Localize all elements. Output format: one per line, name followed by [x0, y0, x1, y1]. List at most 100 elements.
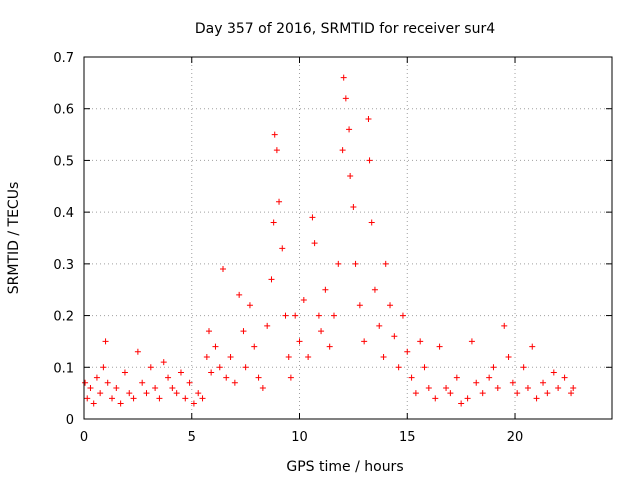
data-point: [212, 343, 219, 350]
data-point: [220, 266, 227, 273]
data-point: [251, 343, 258, 350]
data-point: [165, 374, 172, 381]
data-point: [347, 172, 354, 179]
data-point: [282, 312, 289, 319]
data-point: [425, 384, 432, 391]
data-point: [113, 384, 120, 391]
data-point: [276, 198, 283, 205]
data-point: [514, 390, 521, 397]
data-point: [365, 116, 372, 123]
data-point: [371, 286, 378, 293]
data-point: [205, 328, 212, 335]
data-point: [285, 353, 292, 360]
data-point: [292, 312, 299, 319]
tick-labels: 0 5 10 15 20 0 0.1 0.2 0.3 0.4 0.5 0.6 0.7: [53, 51, 523, 445]
data-point: [382, 260, 389, 267]
data-point: [505, 353, 512, 360]
x-tick-label: 5: [188, 430, 196, 445]
data-point: [242, 364, 249, 371]
data-point: [443, 384, 450, 391]
data-point: [173, 390, 180, 397]
x-tick-label: 20: [507, 430, 524, 445]
data-point: [121, 369, 128, 376]
data-point: [340, 74, 347, 81]
data-point: [271, 131, 278, 138]
data-point: [486, 374, 493, 381]
data-point: [296, 338, 303, 345]
data-point: [309, 214, 316, 221]
data-point: [458, 400, 465, 407]
data-point: [408, 374, 415, 381]
data-point: [82, 379, 89, 386]
data-point: [436, 343, 443, 350]
data-point: [160, 359, 167, 366]
data-point: [130, 395, 137, 402]
plot-frame: [83, 56, 613, 420]
data-point: [208, 369, 215, 376]
data-point: [143, 390, 150, 397]
data-point: [240, 328, 247, 335]
data-point: [102, 338, 109, 345]
data-point: [315, 312, 322, 319]
data-point: [555, 384, 562, 391]
y-axis-title: SRMTID / TECUs: [6, 182, 22, 295]
data-point: [90, 400, 97, 407]
data-point: [273, 147, 280, 154]
data-point: [490, 364, 497, 371]
data-point: [322, 286, 329, 293]
data-point: [203, 353, 210, 360]
data-point: [473, 379, 480, 386]
data-point: [255, 374, 262, 381]
data-points: [82, 74, 577, 407]
data-point: [268, 276, 275, 283]
data-point: [464, 395, 471, 402]
data-point: [216, 364, 223, 371]
data-point: [199, 395, 206, 402]
data-point: [169, 384, 176, 391]
data-point: [520, 364, 527, 371]
data-point: [147, 364, 154, 371]
data-point: [223, 374, 230, 381]
data-point: [550, 369, 557, 376]
data-point: [432, 395, 439, 402]
data-point: [468, 338, 475, 345]
data-point: [84, 395, 91, 402]
data-point: [368, 219, 375, 226]
data-point: [305, 353, 312, 360]
x-tick-label: 15: [399, 430, 416, 445]
data-point: [533, 395, 540, 402]
x-axis-title: GPS time / hours: [286, 459, 403, 475]
data-point: [342, 95, 349, 102]
data-point: [100, 364, 107, 371]
data-point: [177, 369, 184, 376]
data-point: [412, 390, 419, 397]
data-point: [93, 374, 100, 381]
data-point: [186, 379, 193, 386]
data-point: [330, 312, 337, 319]
data-point: [156, 395, 163, 402]
data-point: [350, 203, 357, 210]
y-tick-label: 0.2: [53, 310, 74, 325]
data-point: [387, 302, 394, 309]
data-point: [417, 338, 424, 345]
data-point: [494, 384, 501, 391]
data-point: [259, 384, 266, 391]
data-point: [195, 390, 202, 397]
data-point: [356, 302, 363, 309]
data-point: [509, 379, 516, 386]
data-point: [339, 147, 346, 154]
data-point: [568, 390, 575, 397]
x-tick-label: 10: [291, 430, 308, 445]
data-point: [524, 384, 531, 391]
data-point: [109, 395, 116, 402]
data-point: [399, 312, 406, 319]
data-point: [104, 379, 111, 386]
x-tick-label: 0: [80, 430, 88, 445]
data-point: [139, 379, 146, 386]
data-point: [227, 353, 234, 360]
y-tick-label: 0.6: [53, 103, 74, 118]
data-point: [326, 343, 333, 350]
data-point: [421, 364, 428, 371]
data-point: [395, 364, 402, 371]
